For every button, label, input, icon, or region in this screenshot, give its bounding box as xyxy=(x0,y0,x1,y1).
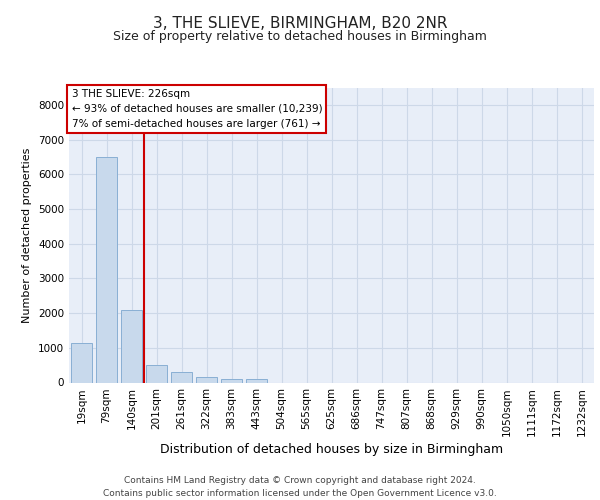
Text: Contains HM Land Registry data © Crown copyright and database right 2024.
Contai: Contains HM Land Registry data © Crown c… xyxy=(103,476,497,498)
Bar xyxy=(246,379,267,382)
X-axis label: Distribution of detached houses by size in Birmingham: Distribution of detached houses by size … xyxy=(160,443,503,456)
Text: 3 THE SLIEVE: 226sqm
← 93% of detached houses are smaller (10,239)
7% of semi-de: 3 THE SLIEVE: 226sqm ← 93% of detached h… xyxy=(71,89,322,128)
Bar xyxy=(171,372,192,382)
Text: 3, THE SLIEVE, BIRMINGHAM, B20 2NR: 3, THE SLIEVE, BIRMINGHAM, B20 2NR xyxy=(153,16,447,31)
Bar xyxy=(146,366,167,382)
Bar xyxy=(221,378,242,382)
Bar xyxy=(196,376,217,382)
Y-axis label: Number of detached properties: Number of detached properties xyxy=(22,148,32,322)
Bar xyxy=(121,310,142,382)
Text: Size of property relative to detached houses in Birmingham: Size of property relative to detached ho… xyxy=(113,30,487,43)
Bar xyxy=(71,342,92,382)
Bar xyxy=(96,157,117,382)
